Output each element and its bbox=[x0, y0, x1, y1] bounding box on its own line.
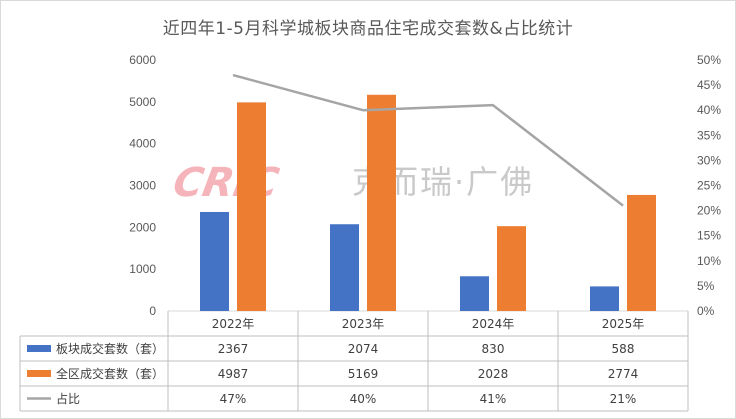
table-cell-0-2: 830 bbox=[482, 342, 505, 356]
table-cell-1-1: 5169 bbox=[348, 367, 379, 381]
table-cell-0-3: 588 bbox=[612, 342, 635, 356]
bar-total-3 bbox=[627, 194, 656, 311]
table-cell-1-2: 2028 bbox=[478, 367, 509, 381]
table-cell-2-3: 21% bbox=[610, 392, 637, 406]
legend-label-1: 全区成交套数（套） bbox=[56, 366, 164, 381]
bars bbox=[200, 94, 656, 312]
y-right-tick-label: 20% bbox=[697, 204, 721, 218]
legend-key-bar-0 bbox=[27, 345, 51, 352]
table-cell-2-1: 40% bbox=[350, 392, 377, 406]
chart-title: 近四年1-5月科学城板块商品住宅成交套数&占比统计 bbox=[162, 19, 574, 39]
x-tick-label-1: 2023年 bbox=[342, 317, 385, 331]
legend-label-0: 板块成交套数（套） bbox=[56, 341, 164, 356]
y-left-tick-label: 5000 bbox=[129, 95, 156, 109]
legend-label-2: 占比 bbox=[56, 391, 80, 406]
y-right-tick-label: 25% bbox=[697, 179, 721, 193]
table-cell-2-2: 41% bbox=[480, 392, 507, 406]
y-right-tick-label: 50% bbox=[697, 53, 721, 67]
bar-district-3 bbox=[590, 286, 619, 311]
y-right-tick-label: 40% bbox=[697, 103, 721, 117]
line-series bbox=[232, 73, 624, 207]
y-left-tick-label: 6000 bbox=[129, 53, 156, 67]
watermark: CRIC 克而瑞·广佛 bbox=[170, 159, 532, 206]
bar-district-1 bbox=[330, 224, 359, 311]
x-tick-label-3: 2025年 bbox=[602, 317, 645, 331]
x-tick-label-2: 2024年 bbox=[472, 317, 515, 331]
y-right-tick-label: 0% bbox=[697, 304, 715, 318]
bar-district-0 bbox=[200, 211, 229, 311]
table-cell-0-1: 2074 bbox=[348, 342, 379, 356]
y-right-tick-label: 35% bbox=[697, 128, 721, 142]
bar-total-2 bbox=[497, 226, 526, 311]
y-right-tick-label: 30% bbox=[697, 153, 721, 167]
y-right-tick-label: 10% bbox=[697, 254, 721, 268]
bar-total-0 bbox=[237, 102, 266, 311]
y-left-tick-label: 3000 bbox=[129, 179, 156, 193]
table-cell-1-3: 2774 bbox=[608, 367, 639, 381]
y-right-tick-label: 45% bbox=[697, 78, 721, 92]
y-left-tick-label: 2000 bbox=[129, 220, 156, 234]
legend-key-bar-1 bbox=[27, 370, 51, 377]
y-left-tick-label: 0 bbox=[149, 304, 156, 318]
y-right-tick-label: 5% bbox=[697, 279, 715, 293]
table-cell-1-0: 4987 bbox=[218, 367, 249, 381]
y-left-tick-label: 4000 bbox=[129, 137, 156, 151]
x-tick-label-0: 2022年 bbox=[212, 317, 255, 331]
y-right-tick-label: 15% bbox=[697, 229, 721, 243]
share-line bbox=[232, 73, 624, 207]
bar-district-2 bbox=[460, 276, 489, 311]
bar-total-1 bbox=[367, 94, 396, 312]
y-left-tick-label: 1000 bbox=[129, 262, 156, 276]
table-cell-2-0: 47% bbox=[220, 392, 247, 406]
table-cell-0-0: 2367 bbox=[218, 342, 249, 356]
